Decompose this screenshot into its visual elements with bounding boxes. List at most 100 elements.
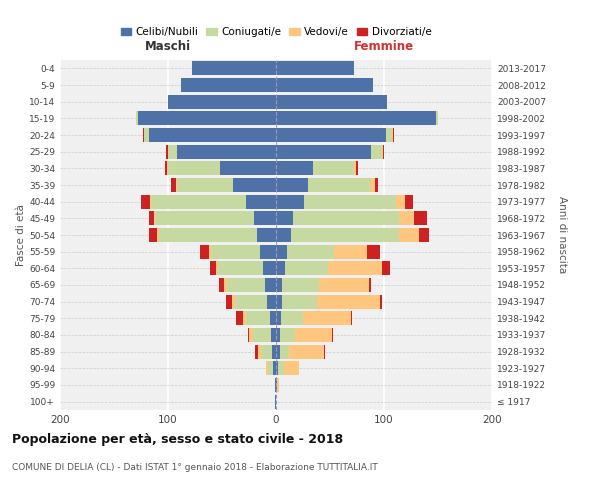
Bar (141, 194, 149, 209)
Bar (215, 261, 218, 276)
Bar (289, 344, 323, 359)
Bar (371, 178, 376, 192)
Bar (273, 361, 276, 376)
Bar (242, 311, 246, 326)
Bar (276, 378, 277, 392)
Bar (276, 194, 304, 209)
Bar (249, 328, 253, 342)
Bar (276, 244, 287, 259)
Bar (276, 311, 281, 326)
Bar (171, 178, 176, 192)
Bar (149, 211, 154, 226)
Bar (276, 294, 283, 308)
Bar (323, 344, 325, 359)
Bar (168, 162, 220, 175)
Bar (260, 244, 276, 259)
Bar (254, 211, 276, 226)
Bar (295, 328, 332, 342)
Bar (263, 261, 276, 276)
Bar (287, 244, 334, 259)
Bar (155, 211, 254, 226)
Text: COMUNE DI DELIA (CL) - Dati ISTAT 1° gennaio 2018 - Elaborazione TUTTITALIA.IT: COMUNE DI DELIA (CL) - Dati ISTAT 1° gen… (12, 462, 378, 471)
Bar (383, 144, 384, 159)
Bar (268, 361, 273, 376)
Bar (167, 162, 168, 175)
Bar (233, 178, 276, 192)
Bar (276, 228, 291, 242)
Bar (257, 228, 276, 242)
Bar (277, 378, 279, 392)
Bar (436, 112, 438, 126)
Bar (328, 261, 382, 276)
Bar (160, 228, 257, 242)
Bar (334, 244, 367, 259)
Bar (283, 278, 319, 292)
Bar (268, 294, 276, 308)
Bar (382, 261, 391, 276)
Bar (276, 328, 280, 342)
Bar (319, 278, 369, 292)
Bar (304, 194, 396, 209)
Bar (226, 294, 232, 308)
Bar (392, 128, 394, 142)
Bar (275, 394, 276, 409)
Bar (265, 278, 276, 292)
Bar (276, 128, 386, 142)
Bar (200, 244, 209, 259)
Bar (257, 344, 261, 359)
Bar (236, 311, 242, 326)
Bar (276, 62, 354, 76)
Bar (291, 228, 399, 242)
Bar (276, 344, 280, 359)
Bar (332, 328, 333, 342)
Bar (181, 78, 276, 92)
Bar (149, 128, 276, 142)
Bar (276, 144, 371, 159)
Legend: Celibi/Nubili, Coniugati/e, Vedovi/e, Divorziati/e: Celibi/Nubili, Coniugati/e, Vedovi/e, Di… (116, 23, 436, 42)
Bar (354, 162, 356, 175)
Bar (284, 361, 299, 376)
Bar (269, 311, 276, 326)
Bar (157, 228, 160, 242)
Bar (404, 194, 413, 209)
Bar (261, 344, 272, 359)
Bar (246, 311, 269, 326)
Bar (210, 261, 215, 276)
Bar (276, 278, 283, 292)
Bar (246, 194, 276, 209)
Bar (168, 94, 276, 109)
Bar (382, 144, 383, 159)
Bar (136, 112, 138, 126)
Bar (280, 328, 295, 342)
Bar (224, 278, 227, 292)
Bar (313, 162, 354, 175)
Bar (280, 344, 289, 359)
Bar (275, 378, 276, 392)
Text: Popolazione per età, sesso e stato civile - 2018: Popolazione per età, sesso e stato civil… (12, 432, 343, 446)
Bar (176, 144, 276, 159)
Bar (220, 162, 276, 175)
Bar (219, 278, 224, 292)
Bar (149, 194, 151, 209)
Bar (154, 211, 155, 226)
Bar (151, 194, 246, 209)
Bar (276, 178, 308, 192)
Bar (399, 211, 414, 226)
Bar (256, 344, 257, 359)
Bar (235, 294, 268, 308)
Bar (168, 144, 176, 159)
Bar (276, 361, 278, 376)
Bar (248, 328, 249, 342)
Bar (414, 211, 427, 226)
Bar (149, 228, 157, 242)
Bar (209, 244, 211, 259)
Bar (253, 328, 271, 342)
Bar (232, 294, 235, 308)
Bar (350, 311, 352, 326)
Bar (144, 128, 149, 142)
Bar (218, 261, 263, 276)
Bar (317, 294, 380, 308)
Bar (380, 294, 382, 308)
Y-axis label: Fasce di età: Fasce di età (16, 204, 26, 266)
Bar (278, 361, 284, 376)
